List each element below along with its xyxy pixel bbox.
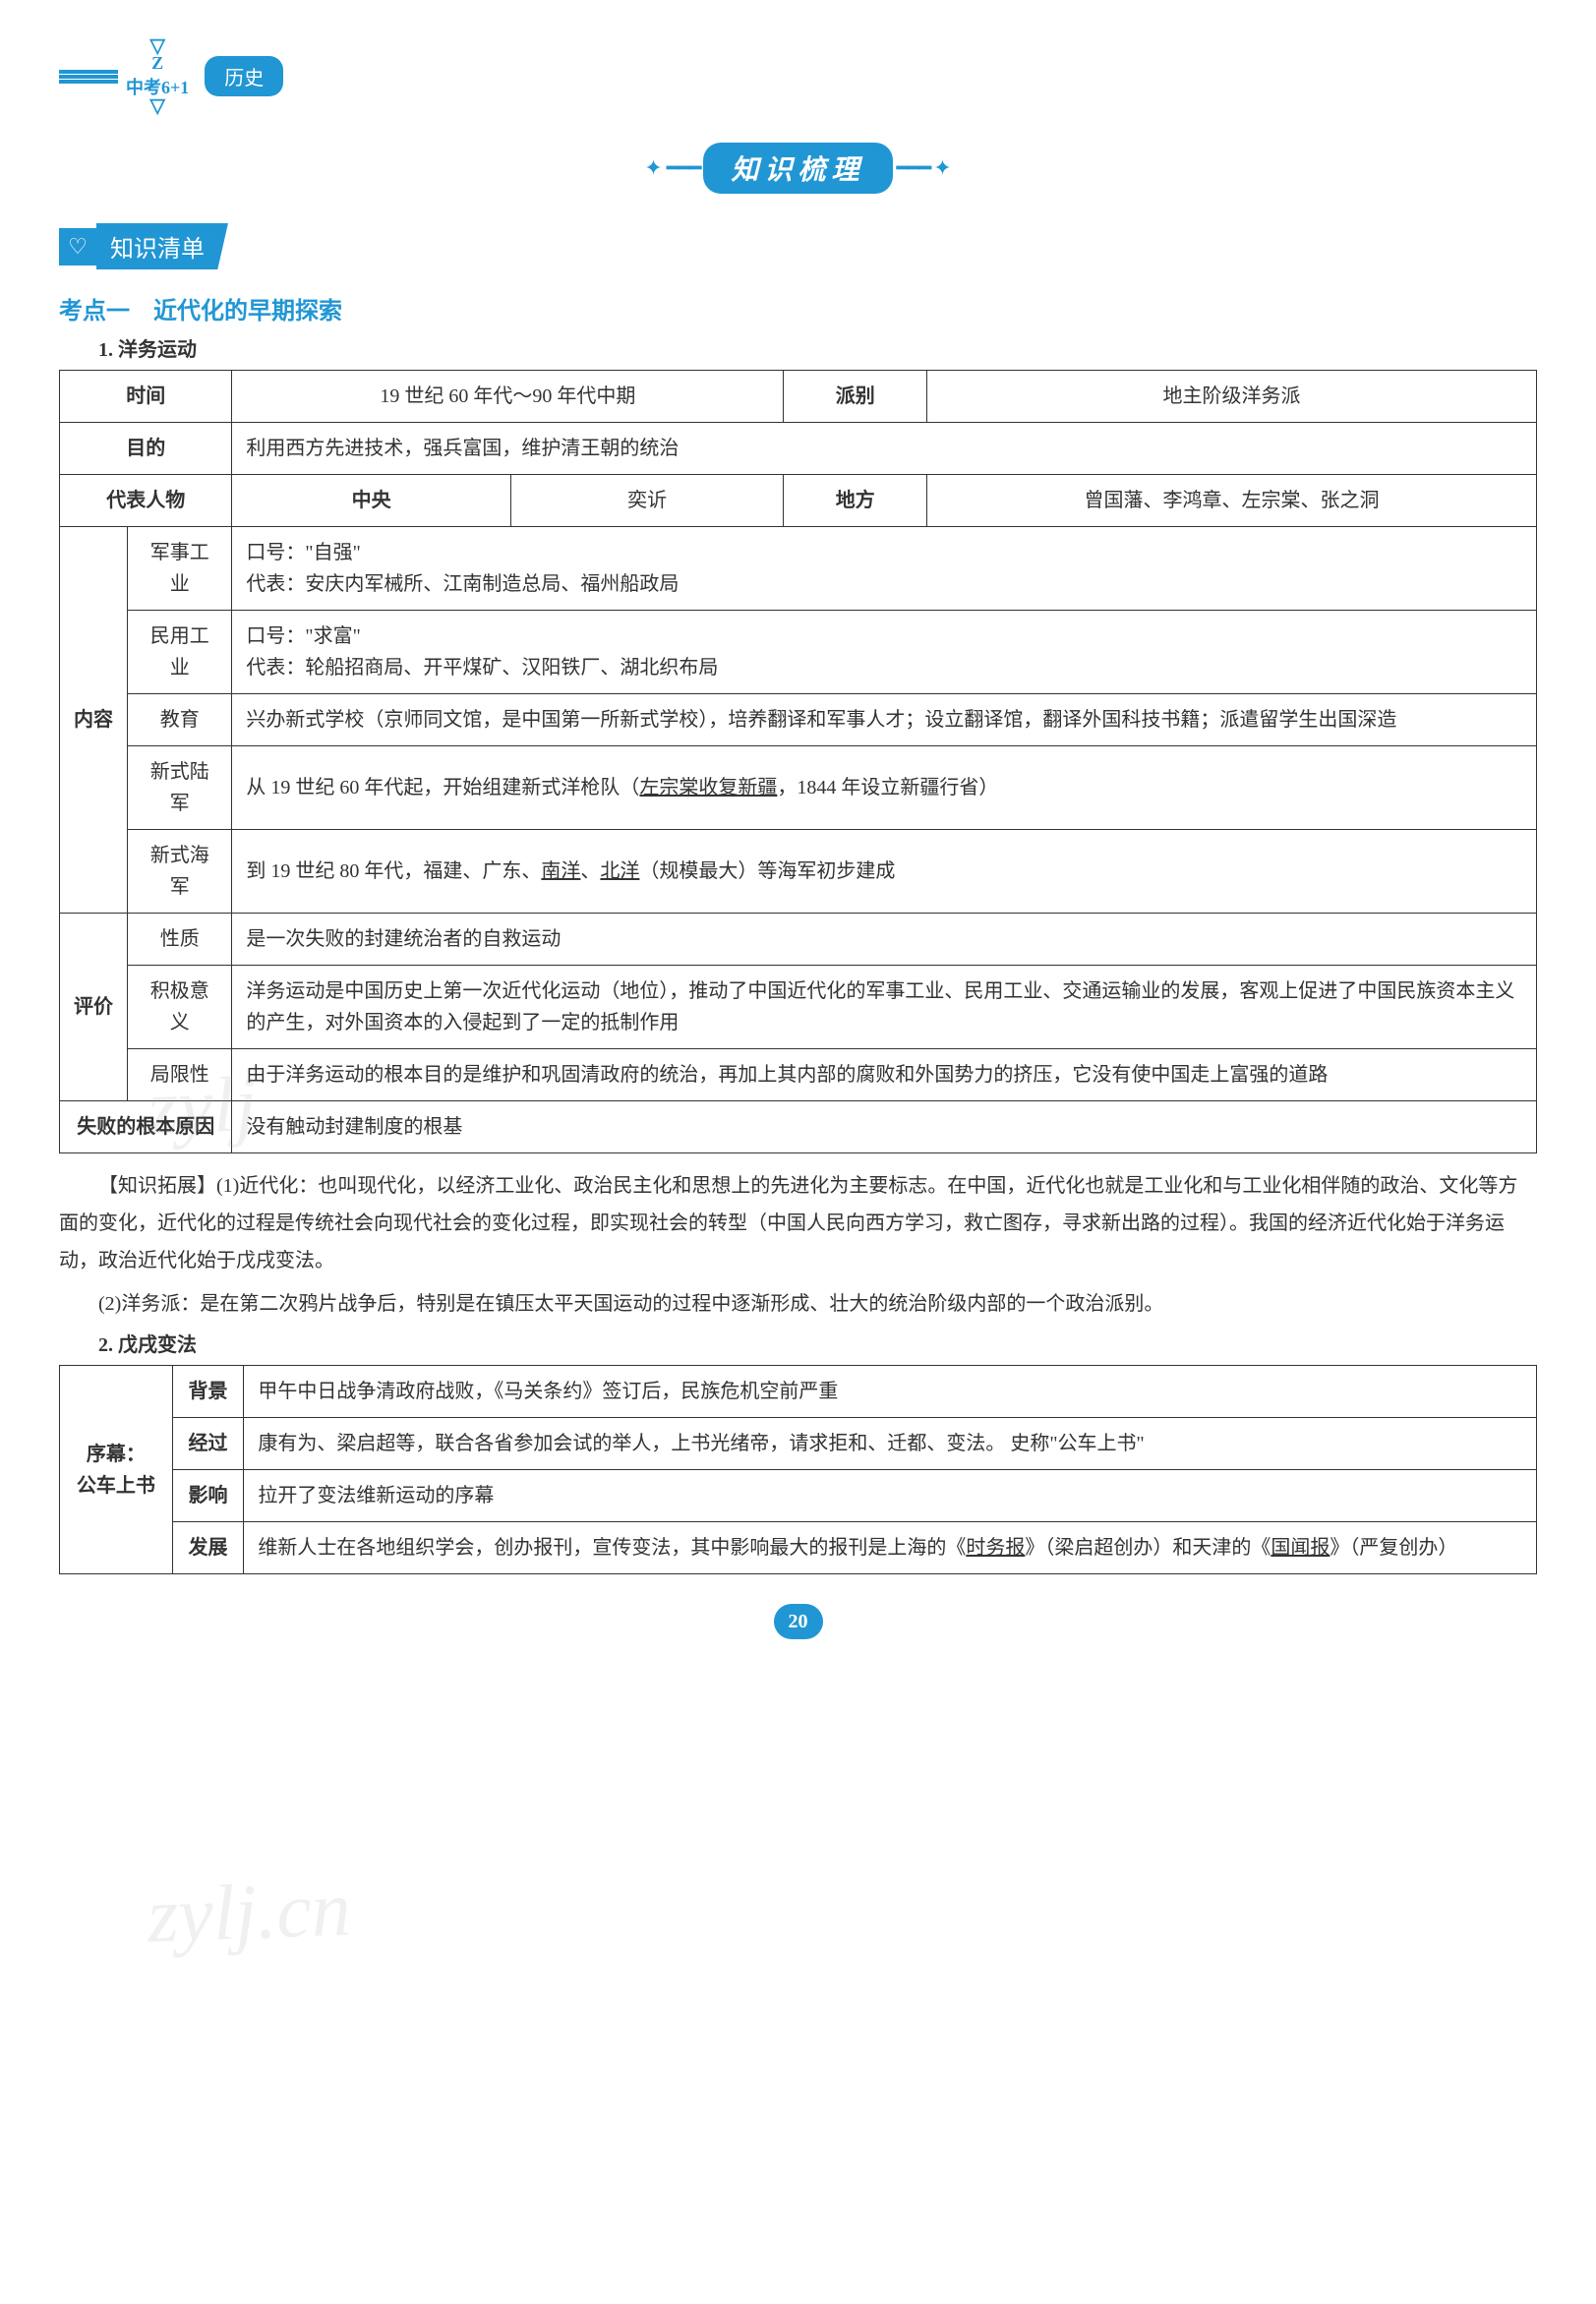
cell-label: 代表人物 bbox=[60, 475, 232, 527]
cell: 军事工业 bbox=[128, 527, 232, 611]
brand-z: Z bbox=[151, 53, 163, 74]
table-row: 内容 军事工业 口号："自强" 代表：安庆内军械所、江南制造总局、福州船政局 bbox=[60, 527, 1537, 611]
cell: 局限性 bbox=[128, 1049, 232, 1101]
cell: 奕䜣 bbox=[510, 475, 784, 527]
text: 从 19 世纪 60 年代起，开始组建新式洋枪队（ bbox=[246, 777, 639, 798]
banner: ✦ ━━━ 知识梳理 ━━━ ✦ bbox=[59, 143, 1537, 194]
cell: 由于洋务运动的根本目的是维护和巩固清政府的统治，再加上其内部的腐败和外国势力的挤… bbox=[232, 1049, 1537, 1101]
subhead-2: 2. 戊戌变法 bbox=[98, 1329, 1537, 1357]
page-header: ▽ Z 中考6+1 ▽ 历史 bbox=[59, 39, 1537, 113]
cell: 新式陆军 bbox=[128, 746, 232, 830]
star-icon: ✦ bbox=[644, 155, 662, 181]
cell: 洋务运动是中国历史上第一次近代化运动（地位），推动了中国近代化的军事工业、民用工… bbox=[232, 966, 1537, 1049]
banner-title: 知识梳理 bbox=[703, 143, 892, 194]
text: ，1844 年设立新疆行省） bbox=[777, 777, 998, 798]
cell: 兴办新式学校（京师同文馆，是中国第一所新式学校），培养翻译和军事人才；设立翻译馆… bbox=[232, 694, 1537, 746]
cell: 经过 bbox=[172, 1418, 244, 1470]
cell-label: 内容 bbox=[60, 527, 128, 914]
cell: 新式海军 bbox=[128, 830, 232, 914]
table-row: 积极意义 洋务运动是中国历史上第一次近代化运动（地位），推动了中国近代化的军事工… bbox=[60, 966, 1537, 1049]
cell-label: 评价 bbox=[60, 914, 128, 1101]
cell: 发展 bbox=[172, 1522, 244, 1574]
expand-p1: 【知识拓展】(1)近代化：也叫现代化，以经济工业化、政治民主化和思想上的先进化为… bbox=[59, 1167, 1537, 1279]
cell: 维新人士在各地组织学会，创办报刊，宣传变法，其中影响最大的报刊是上海的《时务报》… bbox=[244, 1522, 1537, 1574]
table-row: 评价 性质 是一次失败的封建统治者的自救运动 bbox=[60, 914, 1537, 966]
table-row: 失败的根本原因 没有触动封建制度的根基 bbox=[60, 1101, 1537, 1153]
table-row: 代表人物 中央 奕䜣 地方 曾国藩、李鸿章、左宗棠、张之洞 bbox=[60, 475, 1537, 527]
cell: 曾国藩、李鸿章、左宗棠、张之洞 bbox=[927, 475, 1537, 527]
text: 到 19 世纪 80 年代，福建、广东、 bbox=[246, 860, 541, 882]
text: 维新人士在各地组织学会，创办报刊，宣传变法，其中影响最大的报刊是上海的《 bbox=[258, 1537, 966, 1559]
cell: 口号："自强" 代表：安庆内军械所、江南制造总局、福州船政局 bbox=[232, 527, 1537, 611]
table-row: 民用工业 口号："求富" 代表：轮船招商局、开平煤矿、汉阳铁厂、湖北织布局 bbox=[60, 611, 1537, 694]
cell: 积极意义 bbox=[128, 966, 232, 1049]
table-row: 经过 康有为、梁启超等，联合各省参加会试的举人，上书光绪帝，请求拒和、迁都、变法… bbox=[60, 1418, 1537, 1470]
table-row: 序幕： 公车上书 背景 甲午中日战争清政府战败，《马关条约》签订后，民族危机空前… bbox=[60, 1366, 1537, 1418]
table-row: 目的 利用西方先进技术，强兵富国，维护清王朝的统治 bbox=[60, 423, 1537, 475]
table-row: 发展 维新人士在各地组织学会，创办报刊，宣传变法，其中影响最大的报刊是上海的《时… bbox=[60, 1522, 1537, 1574]
cell: 甲午中日战争清政府战败，《马关条约》签订后，民族危机空前严重 bbox=[244, 1366, 1537, 1418]
decor-dash: ━━━ bbox=[667, 155, 700, 181]
table-row: 影响 拉开了变法维新运动的序幕 bbox=[60, 1470, 1537, 1522]
cell: 背景 bbox=[172, 1366, 244, 1418]
page-number: 20 bbox=[59, 1604, 1537, 1639]
cell: 到 19 世纪 80 年代，福建、广东、南洋、北洋（规模最大）等海军初步建成 bbox=[232, 830, 1537, 914]
cell: 性质 bbox=[128, 914, 232, 966]
cell: 拉开了变法维新运动的序幕 bbox=[244, 1470, 1537, 1522]
cell: 地主阶级洋务派 bbox=[927, 371, 1537, 423]
chevron-down-icon: ▽ bbox=[149, 39, 164, 53]
heart-icon: ♡ bbox=[59, 228, 96, 266]
table-row: 局限性 由于洋务运动的根本目的是维护和巩固清政府的统治，再加上其内部的腐败和外国… bbox=[60, 1049, 1537, 1101]
text-underline: 时务报 bbox=[966, 1537, 1025, 1559]
cell-label: 目的 bbox=[60, 423, 232, 475]
cell: 教育 bbox=[128, 694, 232, 746]
expand-p2: (2)洋务派：是在第二次鸦片战争后，特别是在镇压太平天国运动的过程中逐渐形成、壮… bbox=[59, 1285, 1537, 1323]
subhead-1: 1. 洋务运动 bbox=[98, 333, 1537, 362]
table-row: 时间 19 世纪 60 年代～90 年代中期 派别 地主阶级洋务派 bbox=[60, 371, 1537, 423]
brand-logo: ▽ Z 中考6+1 ▽ bbox=[126, 39, 189, 113]
text: （规模最大）等海军初步建成 bbox=[639, 860, 895, 882]
table-row: 新式海军 到 19 世纪 80 年代，福建、广东、南洋、北洋（规模最大）等海军初… bbox=[60, 830, 1537, 914]
star-icon: ✦ bbox=[933, 155, 951, 181]
text-underline: 左宗棠收复新疆 bbox=[639, 777, 777, 798]
text-underline: 北洋 bbox=[600, 860, 639, 882]
text-underline: 南洋 bbox=[541, 860, 580, 882]
cell: 从 19 世纪 60 年代起，开始组建新式洋枪队（左宗棠收复新疆，1844 年设… bbox=[232, 746, 1537, 830]
table-row: 新式陆军 从 19 世纪 60 年代起，开始组建新式洋枪队（左宗棠收复新疆，18… bbox=[60, 746, 1537, 830]
watermark: zylj.cn bbox=[146, 1864, 352, 1961]
text: 、 bbox=[580, 860, 600, 882]
table-wuxu: 序幕： 公车上书 背景 甲午中日战争清政府战败，《马关条约》签订后，民族危机空前… bbox=[59, 1365, 1537, 1574]
cell: 民用工业 bbox=[128, 611, 232, 694]
cell: 没有触动封建制度的根基 bbox=[232, 1101, 1537, 1153]
cell: 口号："求富" 代表：轮船招商局、开平煤矿、汉阳铁厂、湖北织布局 bbox=[232, 611, 1537, 694]
cell: 康有为、梁启超等，联合各省参加会试的举人，上书光绪帝，请求拒和、迁都、变法。 史… bbox=[244, 1418, 1537, 1470]
cell-label: 失败的根本原因 bbox=[60, 1101, 232, 1153]
cell: 地方 bbox=[784, 475, 927, 527]
cell: 19 世纪 60 年代～90 年代中期 bbox=[232, 371, 784, 423]
section-label: 知识清单 bbox=[96, 223, 228, 269]
cell-label: 时间 bbox=[60, 371, 232, 423]
chevron-down-icon: ▽ bbox=[149, 99, 164, 113]
cell-label: 派别 bbox=[784, 371, 927, 423]
text: 》（严复创办） bbox=[1330, 1537, 1457, 1559]
table-row: 教育 兴办新式学校（京师同文馆，是中国第一所新式学校），培养翻译和军事人才；设立… bbox=[60, 694, 1537, 746]
cell: 利用西方先进技术，强兵富国，维护清王朝的统治 bbox=[232, 423, 1537, 475]
decor-lines bbox=[59, 69, 118, 85]
decor-dash: ━━━ bbox=[897, 155, 930, 181]
page-badge: 20 bbox=[774, 1604, 823, 1639]
cell: 中央 bbox=[232, 475, 510, 527]
text: 》（梁启超创办）和天津的《 bbox=[1025, 1537, 1271, 1559]
cell-label: 序幕： 公车上书 bbox=[60, 1366, 173, 1574]
cell: 影响 bbox=[172, 1470, 244, 1522]
subject-tag: 历史 bbox=[205, 56, 283, 96]
section-header: ♡ 知识清单 bbox=[59, 223, 228, 269]
text-underline: 国闻报 bbox=[1271, 1537, 1330, 1559]
table-yangwu: 时间 19 世纪 60 年代～90 年代中期 派别 地主阶级洋务派 目的 利用西… bbox=[59, 370, 1537, 1153]
kaodian-title: 考点一 近代化的早期探索 bbox=[59, 291, 1537, 325]
cell: 是一次失败的封建统治者的自救运动 bbox=[232, 914, 1537, 966]
